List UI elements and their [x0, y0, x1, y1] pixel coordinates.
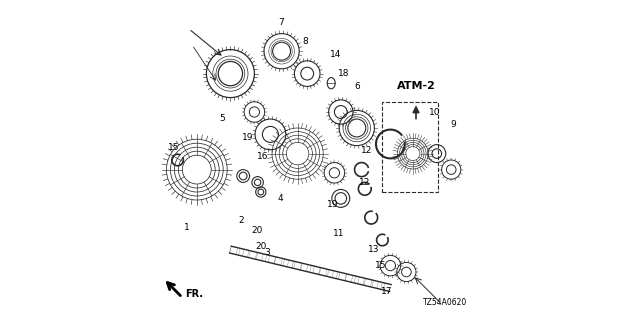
Text: 6: 6	[354, 82, 360, 91]
Text: 8: 8	[303, 37, 308, 46]
Text: 15: 15	[375, 261, 387, 270]
Text: 17: 17	[381, 287, 393, 296]
Text: 20: 20	[251, 226, 262, 235]
Text: 12: 12	[361, 146, 372, 155]
Text: 11: 11	[333, 229, 345, 238]
Text: TZ54A0620: TZ54A0620	[423, 298, 467, 307]
Text: 14: 14	[330, 50, 341, 59]
Text: 7: 7	[278, 18, 284, 27]
Bar	[383, 102, 438, 192]
Text: 13: 13	[368, 245, 380, 254]
Text: 3: 3	[264, 248, 270, 257]
Text: 2: 2	[239, 216, 244, 225]
Text: 5: 5	[220, 114, 225, 123]
Text: ATM-2: ATM-2	[397, 81, 435, 92]
Text: 19: 19	[327, 200, 339, 209]
Text: 15: 15	[168, 143, 180, 152]
Text: FR.: FR.	[186, 289, 204, 300]
Text: 20: 20	[255, 242, 267, 251]
Text: 16: 16	[257, 152, 268, 161]
Text: 1: 1	[184, 223, 190, 232]
Text: 4: 4	[277, 194, 283, 203]
Text: 18: 18	[338, 69, 349, 78]
Text: 12: 12	[359, 178, 371, 187]
Text: 10: 10	[429, 108, 441, 116]
Text: 9: 9	[450, 120, 456, 129]
Text: 19: 19	[243, 133, 253, 142]
